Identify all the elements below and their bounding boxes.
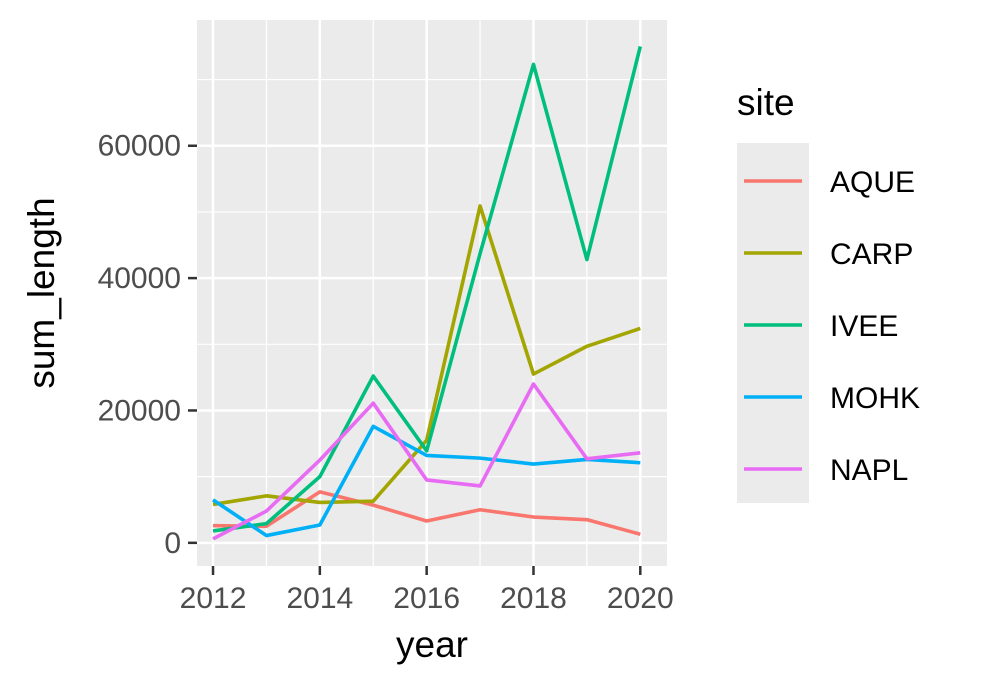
y-axis-title: sum_length [21,197,62,388]
x-tick-label: 2012 [180,582,247,615]
axes: 0 20000 40000 60000 2012 2014 2016 2018 2020 [98,130,674,615]
x-tick-label: 2016 [393,582,460,615]
x-tick-label: 2018 [500,582,567,615]
series-line-ivee [212,46,643,533]
series-line-aque [213,490,641,536]
legend-items: AQUE CARP IVEE MOHK NAPL [744,166,920,487]
series-line-mohk [212,424,641,538]
legend-title: site [737,82,795,123]
y-tick-label: 20000 [98,394,181,427]
x-tick-label: 2014 [286,582,353,615]
series-line-napl [212,382,641,541]
x-tick-label: 2020 [607,582,674,615]
legend-background [737,143,809,503]
legend-label-aque: AQUE [830,166,915,199]
x-axis-title: year [396,624,468,665]
legend-label-carp: CARP [830,238,913,271]
legend-label-napl: NAPL [830,454,908,487]
plot-panel [197,20,667,566]
series-lines [212,46,643,541]
legend-label-ivee: IVEE [830,310,898,343]
y-tick-label: 40000 [98,262,181,295]
y-tick-label: 60000 [98,130,181,163]
legend: site AQUE CARP IVEE MOHK NAPL [737,82,920,503]
legend-label-mohk: MOHK [830,382,920,415]
y-tick-label: 0 [164,527,181,560]
series-line-carp [212,204,641,507]
